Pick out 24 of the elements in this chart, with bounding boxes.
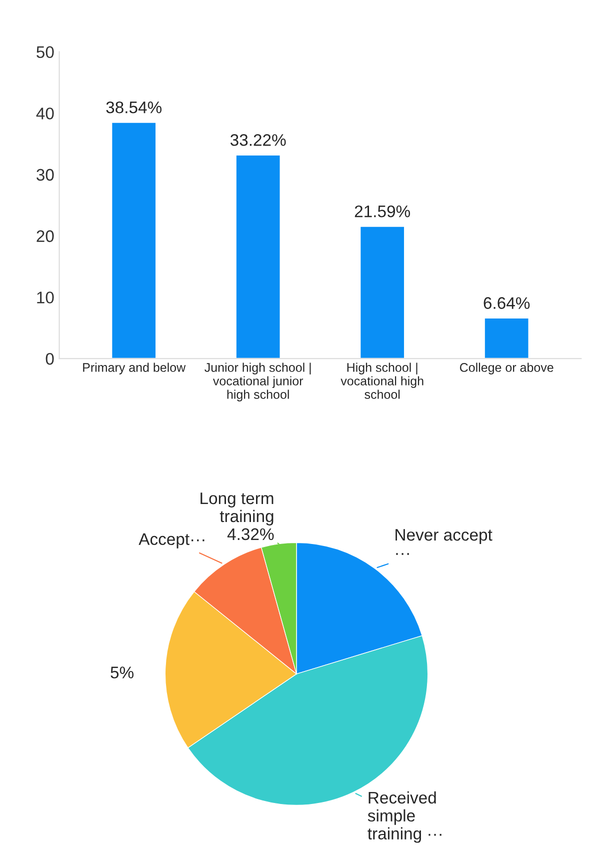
y-tick-label: 20 [36, 230, 54, 242]
text: 5% [110, 666, 134, 678]
x-tick-label: High school | vocational high school [340, 362, 424, 399]
slice-label: Accept··· [138, 533, 204, 548]
slice-label: Received simple training ··· [368, 791, 442, 843]
data-label: 38.54% [106, 101, 162, 114]
data-label: 33.22% [230, 134, 286, 146]
y-tick-label: 10 [37, 292, 54, 304]
data-label: 6.64% [484, 297, 530, 309]
bar [359, 225, 406, 359]
bar [110, 121, 157, 359]
y-tick-label: 50 [36, 46, 54, 58]
data-label: 4.32% [227, 528, 274, 540]
data-label: 21.59% [354, 205, 410, 218]
x-tick-label: Junior high school | vocational junior high school [204, 362, 311, 402]
slice-label: Never accept ··· [396, 529, 492, 555]
slice-label: Long term training [200, 492, 274, 526]
bar [235, 154, 282, 359]
y-tick-label: 0 [46, 352, 54, 365]
x-tick-label: College or above [460, 362, 554, 374]
y-tick-label: 30 [36, 168, 54, 181]
bar [484, 317, 530, 359]
y-tick-label: 40 [36, 108, 54, 120]
x-tick-label: Primary and below [83, 362, 186, 374]
